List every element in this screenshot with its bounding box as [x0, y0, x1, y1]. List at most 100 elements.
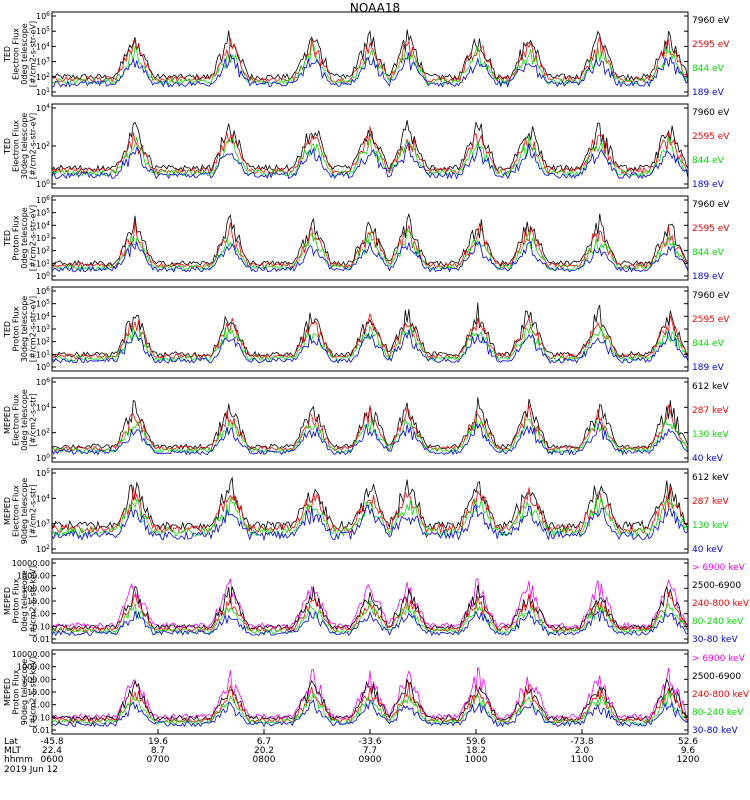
- date-label: 2019 Jun 12: [4, 765, 58, 775]
- y-axis-label-line: Electron Flux: [12, 394, 21, 446]
- legend-entry: 2595 eV: [692, 132, 730, 142]
- y-axis-label-line: TED: [3, 230, 12, 247]
- y-axis-label-line: [#/cm2-s-str-eV]: [29, 21, 38, 87]
- y-tick-label: 1.00: [32, 701, 50, 710]
- y-axis-label-line: TED: [3, 138, 12, 155]
- legend-entry: 7960 eV: [692, 200, 730, 210]
- series-line-0: [51, 212, 689, 267]
- y-axis-label-line: 0deg telescope: [20, 570, 29, 631]
- x-tick-mlt: 8.7: [151, 746, 165, 756]
- series-line-0: [51, 302, 689, 358]
- y-axis-label-line: 0deg telescope: [20, 207, 29, 268]
- y-axis-label-line: Electron Flux: [12, 485, 21, 537]
- y-tick-label: 0.10: [32, 622, 50, 631]
- y-axis-label-line: [#/cm2-s-str]: [29, 393, 38, 446]
- legend-entry: 2595 eV: [692, 224, 730, 234]
- legend-entry: 240-800 keV: [692, 690, 750, 700]
- y-tick-label: 100.00: [22, 584, 50, 593]
- y-tick-label: 101: [36, 258, 50, 268]
- series-line-3: [51, 240, 689, 273]
- y-tick-label: 100: [36, 271, 50, 281]
- legend-entry: 287 keV: [692, 406, 729, 416]
- y-axis-label-line: 30deg telescope: [20, 296, 29, 363]
- legend-entry: 30-80 keV: [692, 726, 738, 736]
- legend-entry: 2500-6900: [692, 581, 741, 591]
- x-tick-hhmm: 0800: [253, 755, 276, 765]
- y-tick-label: 102: [36, 337, 50, 347]
- y-tick-label: 106: [36, 195, 50, 205]
- legend-entry: 7960 eV: [692, 16, 730, 26]
- y-tick-label: 104: [36, 311, 50, 321]
- y-tick-label: 106: [36, 377, 50, 387]
- x-tick-hhmm: 0600: [41, 755, 64, 765]
- y-axis-label-line: 30deg telescope: [20, 113, 29, 180]
- y-axis-label: MEPED Electron Flux 0deg telescope [#/cm2-s…: [3, 389, 38, 450]
- series-line-3: [51, 329, 689, 364]
- y-axis-label-line: Proton Flux: [12, 669, 21, 714]
- series-line-1: [51, 678, 689, 722]
- series-line-2: [51, 42, 689, 86]
- y-axis-label-line: [#/cm2-s-str-eV]: [29, 113, 38, 179]
- y-tick-label: 102: [36, 428, 50, 438]
- y-axis-label-line: 0deg telescope: [20, 389, 29, 450]
- y-axis-label: MEPED Proton Flux 0deg telescope [#/cm2-s-s…: [3, 566, 38, 637]
- y-axis-label-line: 0deg telescope: [20, 23, 29, 84]
- legend-entry: 2595 eV: [692, 40, 730, 50]
- y-tick-label: 106: [36, 11, 50, 21]
- series-line-3: [51, 141, 689, 180]
- y-axis-label: MEPED Electron Flux 90deg telescope [#/cm2-…: [3, 478, 38, 545]
- series-line-0: [51, 397, 689, 450]
- series-line-2: [51, 496, 689, 538]
- series-line-3: [51, 503, 689, 542]
- legend-entry: 240-800 keV: [692, 599, 750, 609]
- y-tick-label: 0.01: [32, 726, 50, 735]
- y-tick-label: 100: [36, 453, 50, 463]
- y-tick-label: 10.00: [27, 597, 50, 606]
- series-line-1: [51, 126, 689, 175]
- x-tick-hhmm: 1100: [571, 755, 594, 765]
- series-line-3: [51, 600, 689, 635]
- series-line-1: [51, 221, 689, 269]
- series-line-4: [51, 609, 689, 637]
- series-line-1: [51, 485, 689, 535]
- y-axis-label-line: Proton Flux: [12, 215, 21, 260]
- legend-entry: 844 eV: [692, 248, 725, 258]
- y-tick-label: 105: [36, 26, 50, 36]
- series-line-3: [51, 690, 689, 726]
- x-tick-hhmm: 0700: [147, 755, 170, 765]
- series-line-2: [51, 324, 689, 362]
- series-line-1: [51, 584, 689, 631]
- y-axis-label: TED Electron Flux 0deg telescope [#/cm2-s-s…: [3, 21, 38, 87]
- x-tick-lat: -33.6: [358, 737, 382, 747]
- y-tick-label: 1000.00: [17, 572, 50, 581]
- y-axis-label-line: TED: [3, 46, 12, 63]
- y-tick-label: 101: [36, 87, 50, 97]
- y-tick-label: 100: [36, 362, 50, 372]
- y-tick-label: 103: [36, 233, 50, 243]
- legend-entry: 7960 eV: [692, 108, 730, 118]
- y-axis-label-line: Electron Flux: [12, 28, 21, 80]
- y-tick-label: 100: [36, 179, 50, 189]
- legend-entry: > 6900 keV: [692, 563, 746, 573]
- y-axis-label-line: Proton Flux: [12, 578, 21, 623]
- y-axis-label-line: [#/cm2-s-str-keV]: [29, 566, 38, 637]
- y-tick-label: 105: [36, 468, 50, 478]
- legend-entry: 189 eV: [692, 272, 725, 282]
- y-tick-label: 106: [36, 286, 50, 296]
- legend-entry: 189 eV: [692, 88, 725, 98]
- y-axis-label-line: MEPED: [3, 406, 12, 434]
- y-tick-label: 10.00: [27, 688, 50, 697]
- x-row-label: MLT: [4, 746, 22, 756]
- legend-entry: 40 keV: [692, 454, 724, 464]
- x-tick-mlt: 18.2: [466, 746, 486, 756]
- series-line-1: [51, 404, 689, 452]
- legend-entry: 2500-6900: [692, 672, 741, 682]
- y-tick-label: 100.00: [22, 675, 50, 684]
- legend-entry: 287 keV: [692, 497, 729, 507]
- legend-entry: 80-240 keV: [692, 708, 744, 718]
- x-tick-mlt: 22.4: [42, 746, 62, 756]
